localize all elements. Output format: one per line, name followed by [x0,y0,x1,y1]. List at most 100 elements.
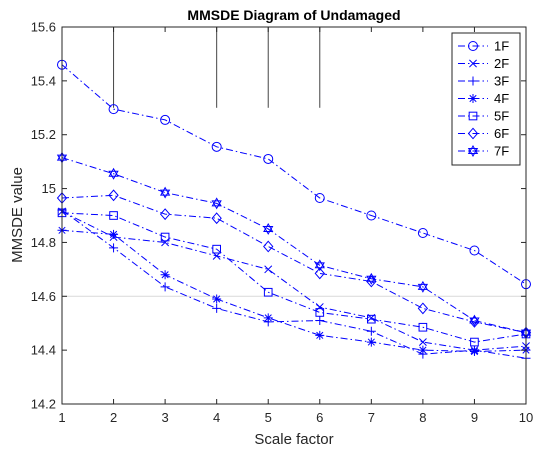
x-tick-labels: 1 2 3 4 5 6 7 8 9 10 [58,410,533,425]
data-point-7F-5 [263,223,274,235]
data-point-1F-6 [314,192,325,203]
series-line-1F [61,64,527,285]
x-tick-label: 4 [213,410,220,425]
data-point-7F-3 [159,186,171,199]
data-point-7F-5-tri-b [263,225,274,235]
data-point-5F-4 [212,244,221,254]
data-point-5F-8 [418,322,428,332]
data-point-4F-9 [469,346,479,356]
data-point-7F-6-tri-a [314,259,325,269]
data-point-5F-7 [367,314,376,324]
legend-marker-6F [467,127,479,140]
ticks-layer [61,26,527,405]
data-point-1F-4 [211,141,222,152]
data-point-3F-4 [212,303,222,313]
legend-item-2F: 2F [458,56,509,71]
data-point-4F-6 [315,330,325,340]
data-point-5F-5 [263,287,273,297]
data-point-6F-8 [417,302,429,315]
data-point-7F-9-tri-a [469,314,480,324]
y-tick-label: 14.2 [31,397,56,412]
data-point-7F-8-tri-b [417,283,429,293]
legend-marker-1F [468,41,478,51]
legend-label: 6F [494,126,509,141]
data-point-7F-8 [417,280,429,293]
data-point-7F-7-tri-a [366,272,377,282]
data-point-4F-5 [263,313,273,323]
data-point-6F-2 [108,189,119,202]
y-tick-labels: 14.2 14.4 14.6 14.8 15 15.2 15.4 15.6 [31,20,56,412]
data-point-5F-6 [315,308,325,317]
legend-marker-2F [469,59,477,68]
data-point-7F-2 [108,167,119,180]
legend-item-1F: 1F [458,39,509,54]
data-point-7F-6 [314,259,325,272]
legend-item-4F: 4F [458,91,509,106]
legend-label: 4F [494,91,509,106]
x-tick-label: 2 [110,410,117,425]
x-tick-label: 3 [161,410,168,425]
data-point-7F-4-tri-a [211,197,222,207]
data-point-7F-4 [211,197,222,210]
series-line-2F [61,211,527,351]
data-point-7F-2-tri-a [108,167,119,177]
x-tick-label: 7 [368,410,375,425]
data-point-5F-9 [470,337,479,347]
data-point-6F-4 [211,212,222,225]
data-point-1F-5 [263,153,274,164]
y-tick-label: 15.2 [31,127,56,142]
data-point-1F-2 [108,104,119,115]
y-axis-label: MMSDE value [9,167,26,263]
data-point-4F-7 [366,337,376,347]
data-point-5F-3 [160,232,170,242]
legend-label: 3F [494,74,509,89]
legend-marker-7F-tri-a [467,145,479,154]
plot-frame [61,26,527,405]
data-point-2F-3 [161,238,170,247]
legend: 1F 2F 3F 4F 5F 6F 7F [451,32,521,166]
legend-item-7F: 7F [458,144,509,159]
data-point-2F-8 [418,338,427,347]
data-point-7F-4-tri-b [211,200,222,210]
x-tick-label: 9 [471,410,478,425]
data-point-3F-2 [109,243,119,253]
legend-marker-7F-tri-b [467,148,479,157]
legend-item-3F: 3F [458,74,509,89]
data-point-4F-3 [160,270,170,280]
data-point-7F-7-tri-b [366,275,377,285]
legend-label: 7F [494,144,509,159]
marker-stub-layer [113,27,321,108]
series-line-7F [61,157,527,334]
data-point-3F-3 [160,282,170,292]
legend-marker-7F [467,145,479,157]
y-tick-label: 15.6 [31,20,56,35]
legend-item-6F: 6F [458,126,509,141]
legend-items: 1F 2F 3F 4F 5F 6F 7F [458,39,509,159]
data-point-3F-7 [366,326,376,336]
data-point-7F-5-tri-a [263,223,274,232]
y-tick-label: 14.6 [31,289,56,304]
data-point-2F-6 [315,303,324,312]
x-tick-label: 10 [519,410,533,425]
data-point-1F-9 [469,245,480,256]
y-tick-label: 14.8 [31,235,56,250]
y-tick-label: 15 [42,181,56,196]
data-point-1F-3 [160,114,171,125]
chart-title: MMSDE Diagram of Undamaged [187,7,400,23]
legend-marker-5F [468,111,478,121]
data-point-7F-3-tri-b [159,189,171,199]
x-tick-label: 6 [316,410,323,425]
data-point-6F-5 [263,240,274,253]
data-point-2F-5 [264,265,273,274]
data-point-2F-4 [212,251,221,260]
data-point-7F-6-tri-b [314,262,325,272]
x-tick-label: 1 [58,410,65,425]
data-point-5F-2 [109,211,118,220]
legend-marker-4F [468,94,478,103]
legend-label: 2F [494,56,509,71]
legend-label: 1F [494,39,509,54]
legend-marker-3F [468,76,478,86]
y-tick-label: 14.4 [31,343,56,358]
